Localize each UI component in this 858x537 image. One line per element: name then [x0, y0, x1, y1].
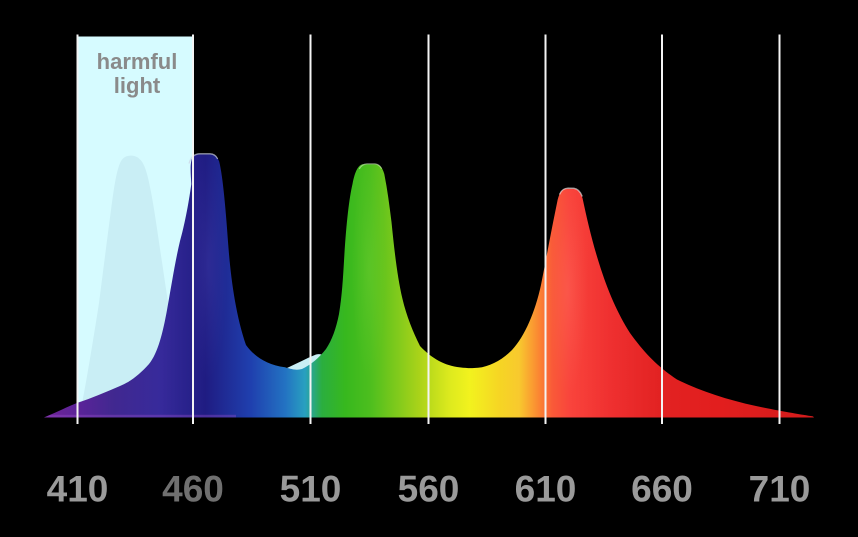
svg-text:610: 610	[515, 469, 577, 510]
svg-text:660: 660	[631, 469, 693, 510]
svg-text:410: 410	[47, 469, 109, 510]
svg-text:460: 460	[162, 469, 224, 510]
svg-text:harmful: harmful	[97, 49, 178, 74]
svg-text:710: 710	[749, 469, 811, 510]
svg-text:510: 510	[280, 469, 342, 510]
svg-text:light: light	[114, 73, 161, 98]
svg-text:560: 560	[398, 469, 460, 510]
